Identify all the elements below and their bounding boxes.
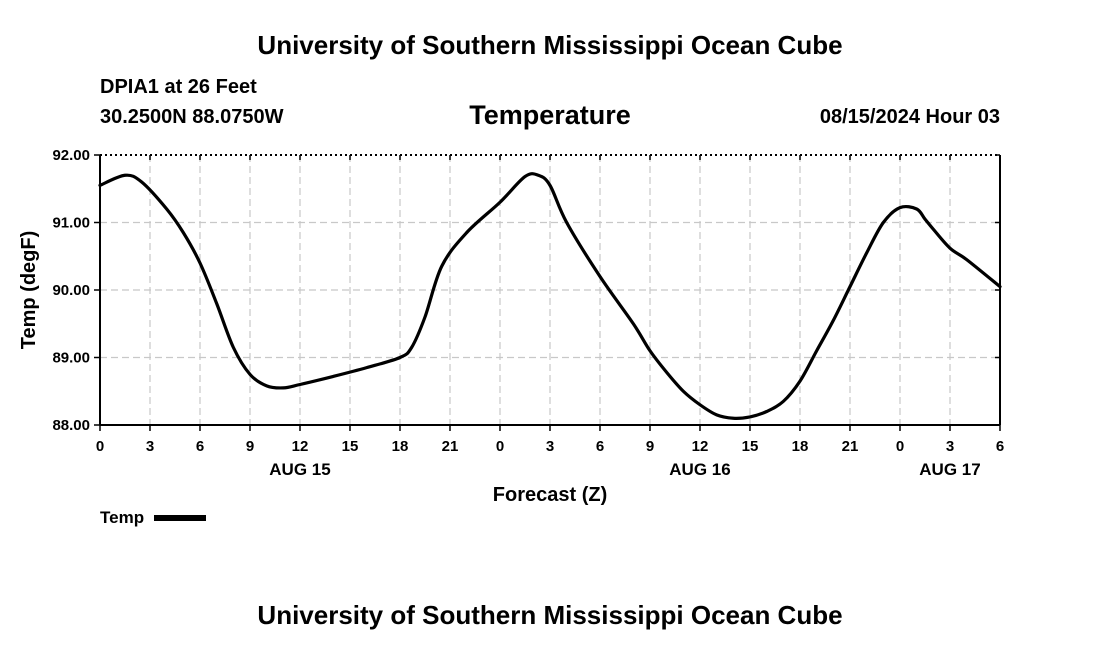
chart-title: Temperature bbox=[469, 100, 631, 130]
x-tick-label: 21 bbox=[442, 438, 459, 455]
legend-label-temp: Temp bbox=[100, 508, 145, 527]
x-axis-title: Forecast (Z) bbox=[493, 484, 607, 506]
x-tick-label: 9 bbox=[246, 438, 254, 455]
series-line-temp bbox=[98, 172, 1002, 420]
chart-legend: Temp bbox=[100, 508, 207, 528]
temperature-chart: 0 3 6 9 12 15 18 21 0 3 6 9 12 15 18 21 0 3 6 88.00 89.00 90.… bbox=[18, 147, 1004, 506]
y-tick-label: 90.00 bbox=[52, 282, 90, 299]
x-tick-label: 12 bbox=[692, 438, 709, 455]
y-tick-label: 88.00 bbox=[52, 417, 90, 434]
station-label: DPIA1 at 26 Feet bbox=[100, 76, 257, 98]
x-tick-label: 6 bbox=[996, 438, 1004, 455]
y-tick-label: 89.00 bbox=[52, 350, 90, 367]
y-axis-title: Temp (degF) bbox=[18, 231, 40, 350]
x-day-label: AUG 16 bbox=[669, 460, 730, 479]
x-tick-label: 3 bbox=[946, 438, 954, 455]
x-tick-label: 0 bbox=[96, 438, 104, 455]
x-tick-label: 18 bbox=[392, 438, 409, 455]
y-tick-label: 91.00 bbox=[52, 215, 90, 232]
x-tick-label: 15 bbox=[742, 438, 759, 455]
x-tick-label: 9 bbox=[646, 438, 654, 455]
x-tick-label: 21 bbox=[842, 438, 859, 455]
x-day-label: AUG 15 bbox=[269, 460, 330, 479]
x-tick-label: 15 bbox=[342, 438, 359, 455]
x-tick-label: 0 bbox=[496, 438, 504, 455]
x-tick-label: 6 bbox=[596, 438, 604, 455]
station-coordinates: 30.2500N 88.0750W bbox=[100, 106, 284, 128]
x-tick-label: 0 bbox=[896, 438, 904, 455]
x-tick-label: 18 bbox=[792, 438, 809, 455]
main-title: University of Southern Mississippi Ocean… bbox=[257, 30, 843, 60]
footer-title: University of Southern Mississippi Ocean… bbox=[257, 600, 843, 630]
x-tick-label: 6 bbox=[196, 438, 204, 455]
x-tick-label: 12 bbox=[292, 438, 309, 455]
x-tick-label: 3 bbox=[546, 438, 554, 455]
legend-line-swatch bbox=[154, 515, 207, 521]
x-day-label: AUG 17 bbox=[919, 460, 980, 479]
forecast-timestamp: 08/15/2024 Hour 03 bbox=[819, 106, 1000, 128]
y-tick-label: 92.00 bbox=[52, 147, 90, 164]
x-tick-label: 3 bbox=[146, 438, 154, 455]
